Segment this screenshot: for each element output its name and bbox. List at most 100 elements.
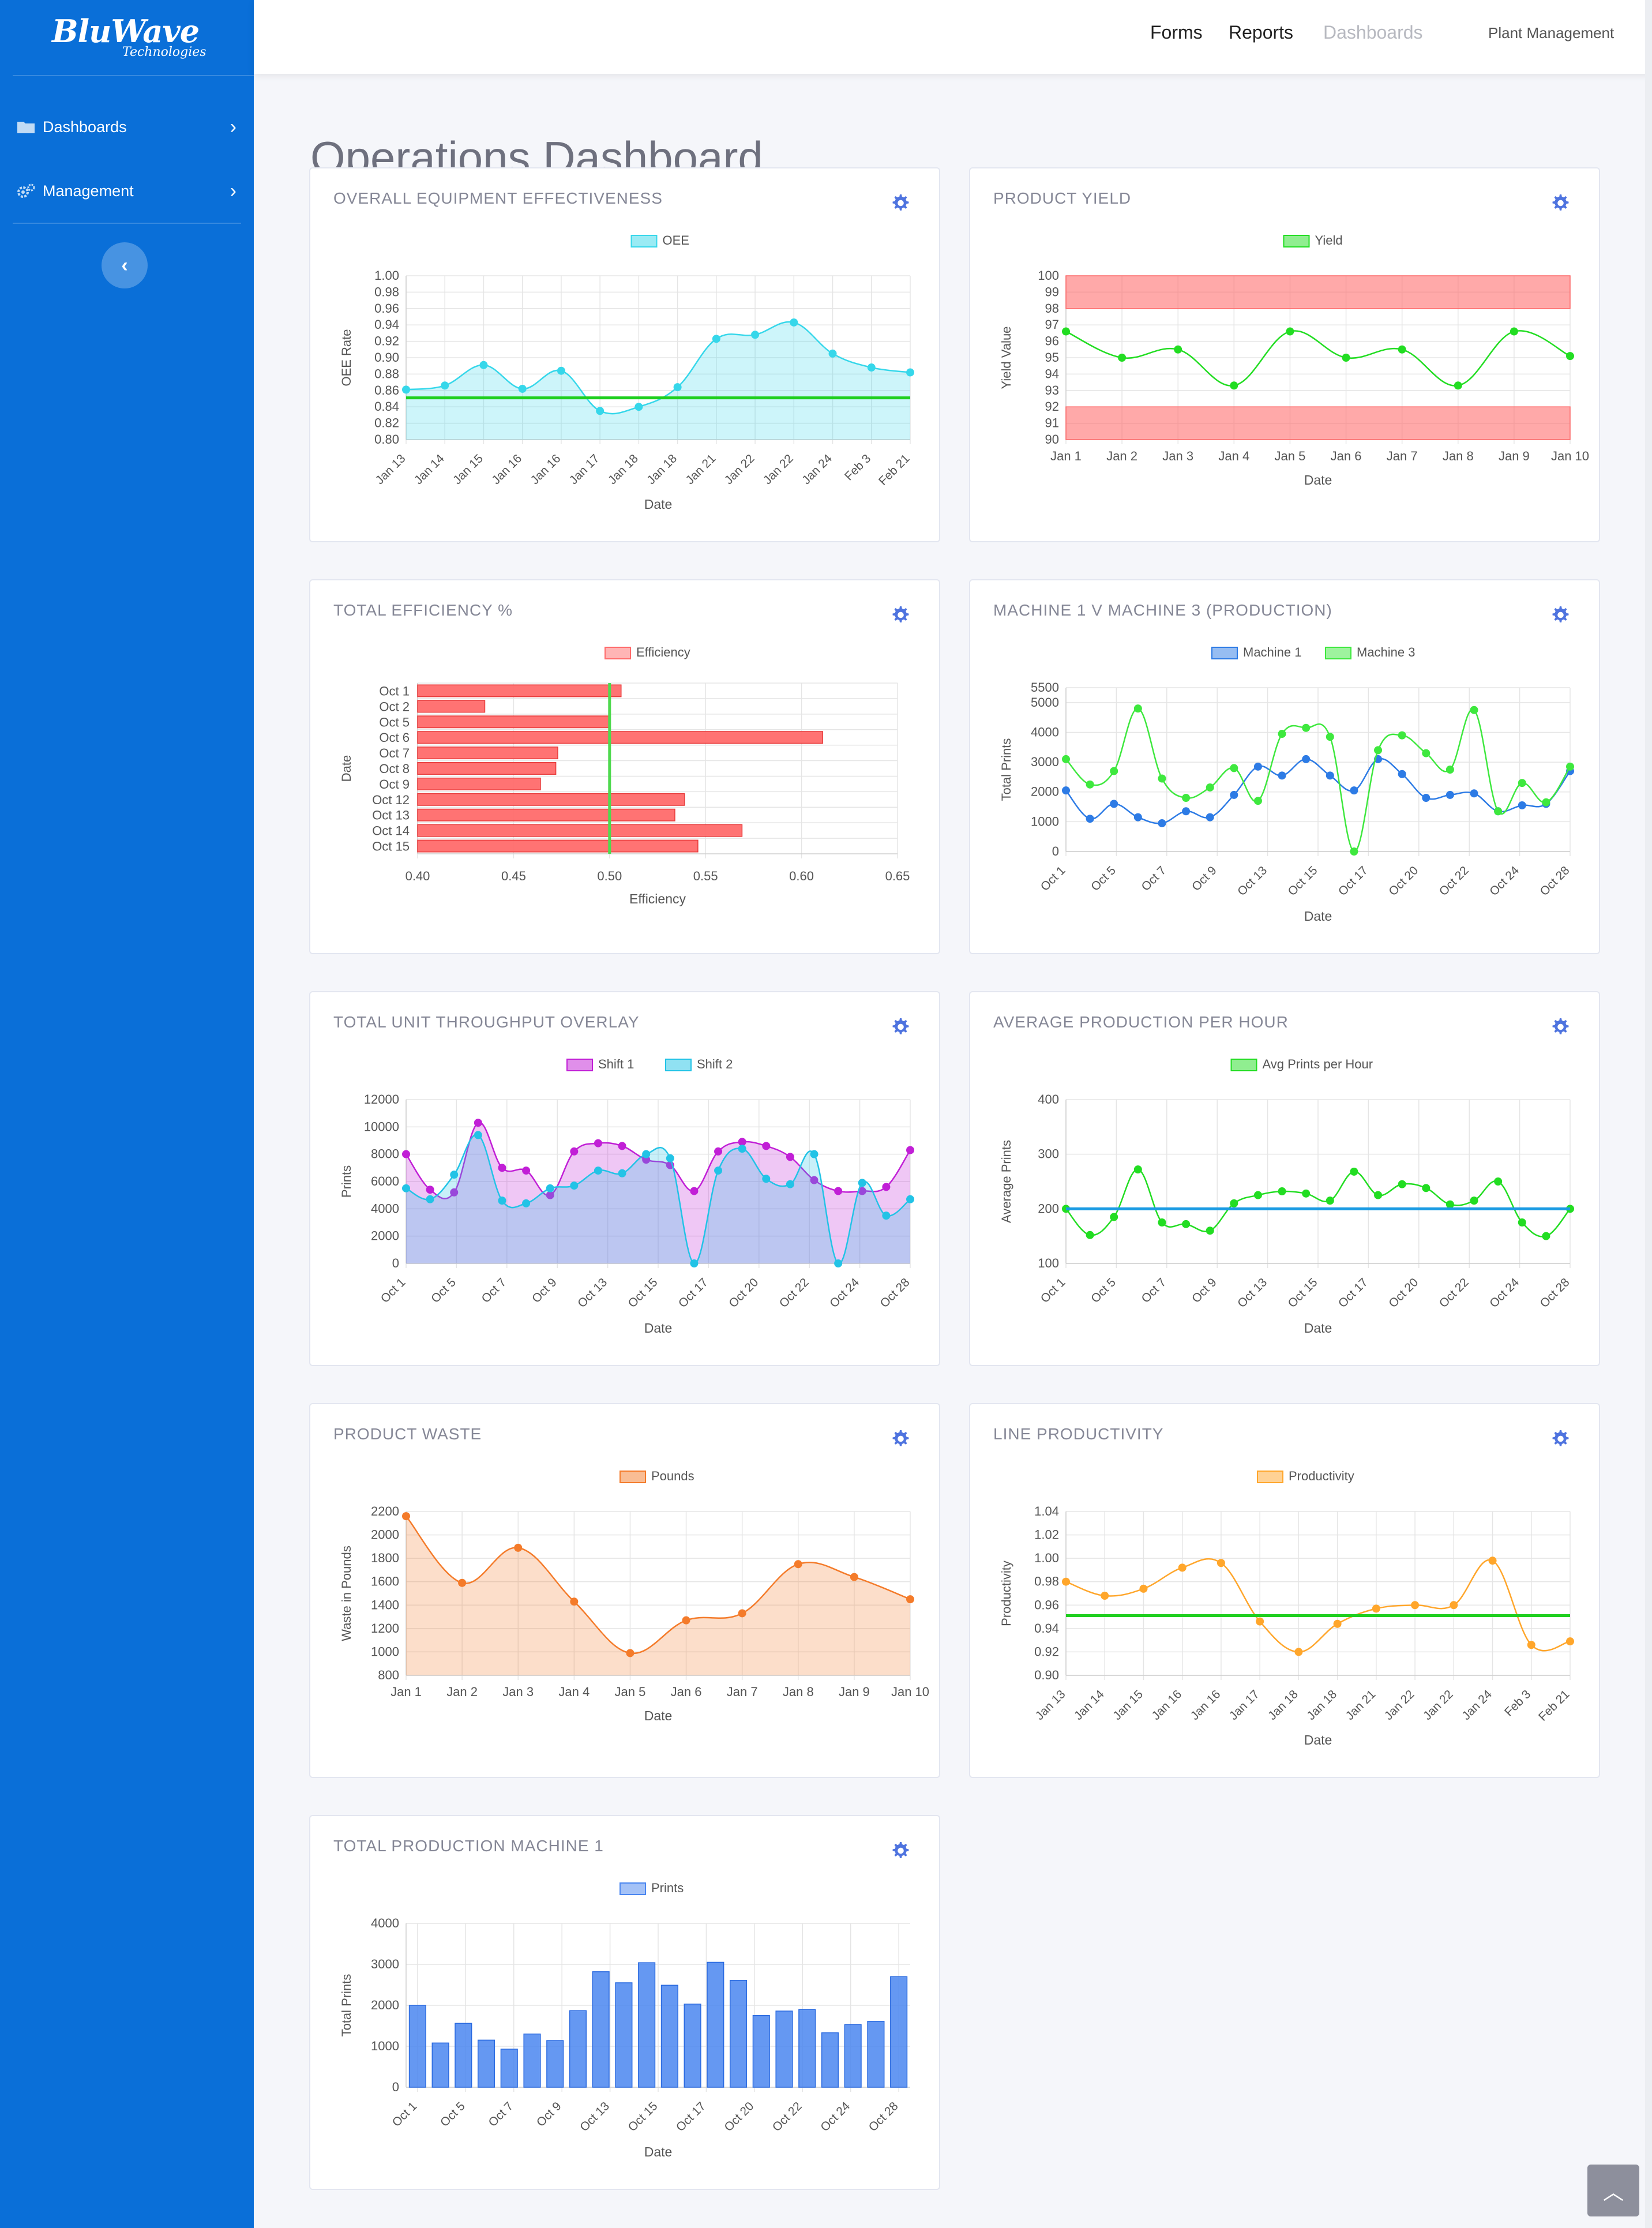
data-point (1230, 381, 1238, 390)
y-axis-title: Average Prints (999, 1140, 1013, 1223)
y-tick-label: 2200 (371, 1504, 399, 1518)
gear-icon[interactable] (889, 1840, 910, 1861)
data-point (810, 1150, 819, 1158)
card-oee: OVERALL EQUIPMENT EFFECTIVENESS 1.00 0.98… (309, 167, 940, 542)
data-point (850, 1573, 858, 1581)
data-point (1133, 813, 1142, 822)
card-title: MACHINE 1 V MACHINE 3 (PRODUCTION) (993, 601, 1332, 619)
y-tick-label: 0.90 (1034, 1668, 1059, 1682)
sidebar-divider (13, 223, 241, 224)
left-edge-strip (0, 0, 13, 2228)
data-point (1374, 746, 1383, 755)
data-point (1518, 801, 1526, 809)
chevron-up-icon: ︿ (1602, 2180, 1624, 2204)
gear-icon[interactable] (889, 605, 910, 625)
data-point (906, 1146, 914, 1154)
data-point (1398, 731, 1406, 740)
sidebar-item-dashboards[interactable]: Dashboards › (13, 95, 254, 159)
data-point (458, 1578, 467, 1587)
y-tick-label: 400 (1038, 1092, 1059, 1107)
bar (417, 808, 675, 822)
y-tick-label: 93 (1045, 383, 1059, 397)
gear-icon[interactable] (1549, 605, 1570, 625)
y-tick-label: 1.04 (1034, 1504, 1059, 1518)
y-tick-label: 300 (1038, 1147, 1059, 1161)
data-point (1446, 766, 1454, 774)
x-tick-label: Jan 1 (1050, 449, 1082, 463)
y-axis-title: Prints (339, 1165, 354, 1198)
data-point (1101, 1592, 1109, 1600)
x-tick-label: Oct 17 (1336, 864, 1371, 898)
data-point (1542, 798, 1550, 807)
x-tick-label: Feb 21 (1536, 1687, 1572, 1724)
x-tick-label: Oct 24 (1487, 864, 1522, 898)
y-tick-label: 0.96 (374, 301, 399, 316)
chevron-left-icon: ‹ (121, 254, 128, 276)
x-tick-label: Oct 20 (1386, 864, 1421, 898)
data-point (1062, 327, 1070, 336)
gear-icon[interactable] (1549, 1017, 1570, 1037)
y-tick-label: 92 (1045, 399, 1059, 414)
y-tick-label: 0 (392, 1256, 399, 1270)
bar (752, 2015, 770, 2088)
data-point (682, 1616, 690, 1625)
legend-label: Machine 1 (1243, 645, 1302, 659)
x-tick-label: Oct 13 (577, 2099, 612, 2134)
gear-icon[interactable] (889, 1017, 910, 1037)
x-tick-label: Oct 20 (722, 2099, 756, 2134)
gear-icon[interactable] (1549, 1428, 1570, 1449)
data-point (518, 384, 527, 393)
legend-swatch (605, 647, 631, 659)
bar (408, 2005, 426, 2088)
data-point (498, 1164, 506, 1172)
nav-link-dashboards[interactable]: Dashboards (1323, 22, 1423, 43)
x-axis-title: Date (644, 1321, 673, 1336)
legend-swatch (1283, 235, 1310, 247)
x-tick-label: Oct 7 (479, 1276, 509, 1306)
chevron-right-icon: › (230, 180, 236, 202)
data-point (1086, 1231, 1094, 1239)
plant-management-link[interactable]: Plant Management (1488, 24, 1615, 42)
data-point (1566, 762, 1574, 771)
x-tick-label: Jan 2 (1106, 449, 1137, 463)
data-point (1350, 786, 1358, 795)
nav-link-forms[interactable]: Forms (1150, 22, 1203, 43)
data-point (1470, 789, 1478, 798)
data-point (1133, 704, 1142, 713)
data-point (441, 381, 449, 390)
y-tick-label: Oct 5 (379, 715, 410, 729)
page-scrollbar[interactable] (1645, 0, 1652, 2228)
legend-label: Yield (1315, 233, 1343, 247)
x-tick-label: Jan 16 (528, 452, 564, 487)
brand-logo[interactable]: BluWave Technologies (13, 0, 254, 76)
data-point (557, 366, 565, 375)
y-tick-label: Oct 9 (379, 777, 410, 792)
x-tick-label: Oct 15 (1286, 864, 1320, 898)
gear-icon[interactable] (1549, 193, 1570, 213)
data-point (1454, 381, 1462, 390)
data-point (1411, 1601, 1420, 1610)
y-tick-label: 8000 (371, 1147, 399, 1161)
gear-icon[interactable] (889, 193, 910, 213)
gear-icon[interactable] (889, 1428, 910, 1449)
x-tick-label: Jan 2 (446, 1685, 478, 1699)
data-point (1398, 345, 1406, 354)
x-tick-label: Jan 21 (1343, 1687, 1379, 1723)
data-point (1518, 1218, 1526, 1226)
topbar: Forms Reports Dashboards Plant Managemen… (254, 0, 1652, 74)
bar (417, 824, 743, 837)
data-point (1342, 354, 1350, 362)
sidebar-collapse-button[interactable]: ‹ (102, 242, 148, 288)
legend-label: Pounds (651, 1469, 694, 1483)
nav-link-reports[interactable]: Reports (1229, 22, 1294, 43)
x-tick-label: Oct 15 (626, 2099, 660, 2134)
data-point (450, 1188, 459, 1196)
bar (417, 731, 823, 744)
bar (477, 2039, 495, 2088)
sidebar-item-management[interactable]: Management › (13, 159, 254, 223)
data-point (618, 1169, 626, 1177)
legend-label: Shift 2 (697, 1057, 733, 1071)
x-tick-label: Jan 24 (1459, 1687, 1495, 1723)
scroll-to-top-button[interactable]: ︿ (1587, 2165, 1639, 2216)
